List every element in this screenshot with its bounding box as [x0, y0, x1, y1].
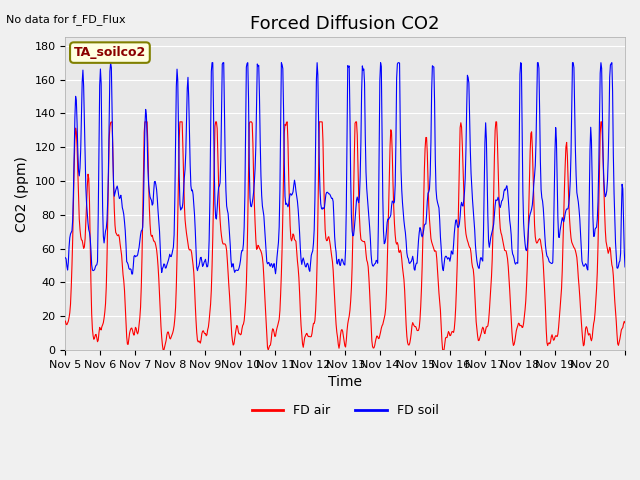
X-axis label: Time: Time	[328, 375, 362, 389]
Legend: FD air, FD soil: FD air, FD soil	[247, 399, 444, 422]
Title: Forced Diffusion CO2: Forced Diffusion CO2	[250, 15, 440, 33]
Y-axis label: CO2 (ppm): CO2 (ppm)	[15, 156, 29, 232]
Text: TA_soilco2: TA_soilco2	[74, 46, 146, 59]
Text: No data for f_FD_Flux: No data for f_FD_Flux	[6, 14, 126, 25]
